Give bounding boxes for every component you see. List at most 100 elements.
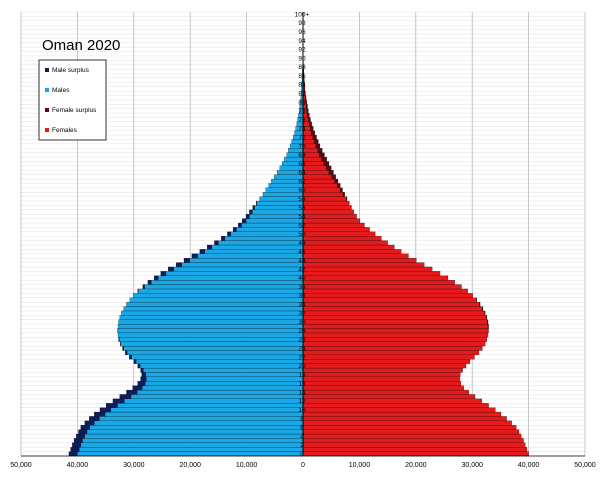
bar-males [110, 407, 304, 413]
bar-females [302, 244, 395, 250]
bar-males [144, 381, 304, 386]
bar-male-surplus [94, 411, 106, 417]
legend-label-males: Males [52, 87, 70, 94]
bar-females [302, 266, 433, 272]
bar-male-surplus [118, 337, 120, 342]
bar-males [94, 420, 304, 426]
x-tick-label: 40,000 [67, 462, 89, 469]
bar-male-surplus [70, 447, 80, 452]
bar-females [302, 218, 361, 224]
bar-female-surplus [310, 126, 314, 131]
bar-male-surplus [106, 403, 118, 408]
bar-male-surplus [232, 227, 237, 232]
bar-females [302, 249, 402, 254]
bar-females [302, 429, 520, 435]
bar-male-surplus [73, 438, 83, 443]
bar-male-surplus [191, 253, 198, 259]
age-tick-label: 54 [298, 214, 306, 221]
bar-females [302, 231, 376, 237]
bar-male-surplus [126, 389, 138, 395]
bar-males [99, 416, 304, 421]
bar-female-surplus [340, 187, 343, 193]
bars-group [68, 11, 529, 457]
bar-females [302, 407, 496, 413]
bar-female-surplus [304, 91, 306, 96]
age-tick-label: 58 [298, 196, 306, 203]
bar-male-surplus [132, 385, 143, 391]
bar-female-surplus [487, 323, 489, 329]
age-tick-label: 92 [298, 47, 306, 54]
legend-swatch-female-surplus [45, 108, 49, 112]
x-tick-label: 40,000 [518, 462, 540, 469]
bar-males [230, 231, 304, 237]
age-tick-label: 70 [298, 143, 306, 150]
bar-female-surplus [306, 104, 308, 109]
bar-males [259, 196, 304, 202]
bar-females [302, 319, 488, 325]
bar-male-surplus [227, 231, 231, 237]
bar-males [224, 236, 304, 241]
legend-box [38, 59, 107, 141]
x-tick-label: 10,000 [349, 462, 371, 469]
age-tick-label: 22 [298, 354, 306, 361]
age-tick-label: 8 [300, 416, 304, 423]
bar-male-surplus [80, 425, 90, 430]
bar-female-surplus [314, 139, 319, 145]
x-tick-label: 20,000 [179, 462, 201, 469]
bar-females [302, 442, 526, 448]
bar-males [197, 253, 304, 259]
bar-males [218, 240, 304, 246]
bar-males [123, 306, 304, 312]
age-tick-label: 100+ [295, 11, 310, 18]
bar-males [131, 354, 304, 360]
bar-male-surplus [183, 258, 190, 263]
age-tick-label: 72 [298, 134, 306, 141]
age-tick-label: 44 [298, 258, 306, 265]
axes [21, 12, 585, 457]
bar-male-surplus [199, 249, 205, 254]
bar-females [302, 200, 350, 206]
bar-females [302, 293, 473, 298]
age-tick-label: 60 [298, 187, 306, 194]
bar-male-surplus [214, 240, 219, 246]
bar-females [302, 284, 462, 290]
bar-males [181, 262, 304, 268]
bar-females [302, 420, 512, 426]
bar-male-surplus [175, 262, 182, 268]
bar-males [121, 310, 304, 316]
legend-label-female-surplus: Female surplus [52, 107, 97, 114]
age-tick-label: 20 [298, 363, 306, 370]
bar-females [302, 227, 370, 232]
bar-female-surplus [337, 183, 341, 188]
bar-females [302, 205, 352, 210]
bar-females [302, 310, 485, 316]
age-tick-label: 24 [298, 345, 306, 352]
bar-females [302, 280, 455, 285]
bar-females [302, 302, 480, 307]
bar-male-surplus [141, 372, 146, 377]
bar-male-surplus [252, 205, 255, 210]
bar-males [145, 372, 304, 377]
bar-males [123, 345, 304, 351]
bar-males [82, 438, 304, 443]
bar-female-surplus [309, 121, 312, 127]
legend: Male surplus Males Female surplus Female… [38, 59, 107, 141]
bar-females [302, 196, 347, 202]
bar-female-surplus [476, 297, 477, 303]
age-tick-label: 42 [298, 266, 306, 273]
bar-females [302, 363, 467, 369]
bar-males [89, 425, 304, 430]
age-tick-label: 10 [298, 407, 306, 414]
age-tick-label: 96 [298, 29, 306, 36]
x-tick-label: 50,000 [10, 462, 32, 469]
bar-males [241, 222, 304, 228]
bar-female-surplus [334, 178, 339, 184]
age-tick-label: 90 [298, 55, 306, 62]
age-tick-label: 64 [298, 170, 306, 177]
bar-males [126, 302, 304, 307]
bar-females [302, 403, 489, 408]
bar-female-surplus [342, 192, 345, 197]
bar-male-surplus [89, 416, 100, 421]
bar-female-surplus [328, 170, 334, 175]
bar-male-surplus [241, 218, 247, 224]
